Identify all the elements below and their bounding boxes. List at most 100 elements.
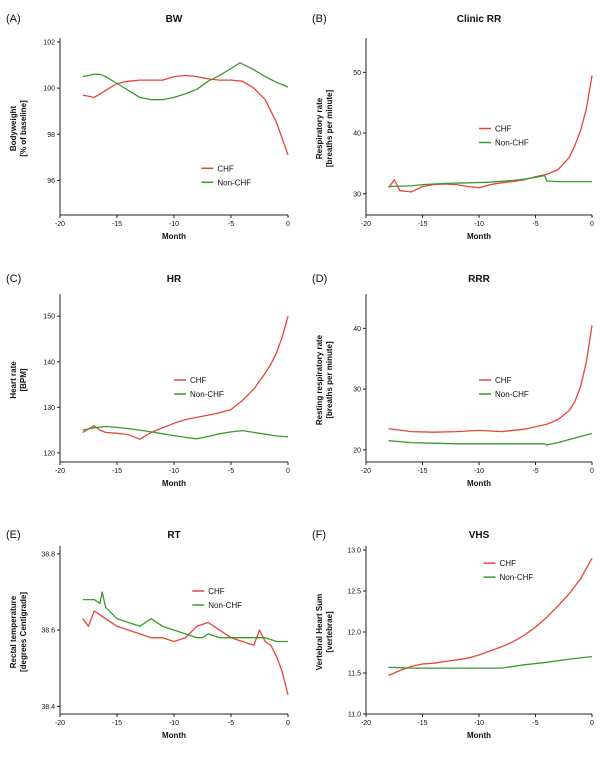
- x-tick-label: -10: [474, 221, 484, 228]
- series-line-non-chf: [388, 174, 592, 188]
- y-axis-label-line: [BPM]: [19, 368, 28, 391]
- x-tick-label: -10: [169, 720, 179, 727]
- legend-label: Non-CHF: [500, 573, 534, 582]
- y-tick-label: 30: [353, 387, 361, 394]
- legend: CHF Non-CHF: [192, 587, 242, 610]
- x-tick-label: -20: [55, 720, 65, 727]
- panel-letter: (A): [6, 13, 21, 25]
- legend-label: Non-CHF: [495, 139, 529, 148]
- series-line-chf: [82, 74, 289, 156]
- x-tick-label: 0: [590, 221, 594, 228]
- y-axis-label-line: [vertebrae]: [325, 611, 334, 653]
- y-tick-label: 96: [47, 178, 55, 185]
- y-axis-label-line: [breaths per minute]: [325, 89, 334, 167]
- series-line-chf: [82, 316, 289, 440]
- y-tick-label: 102: [43, 40, 55, 47]
- panel-vhs: (F) VHS -20 -15 -10 -5 0 11.0 11.5 12.0 12.5 13.0 Mo…: [312, 529, 594, 740]
- legend: CHF Non-CHF: [174, 376, 224, 399]
- x-tick-label: -10: [169, 221, 179, 228]
- x-tick-label: -15: [417, 221, 427, 228]
- x-tick-label: -5: [532, 720, 538, 727]
- x-axis-label: Month: [467, 479, 491, 488]
- x-tick-label: -5: [532, 221, 538, 228]
- y-axis-label-line: Heart rate: [9, 361, 18, 399]
- x-tick-label: -15: [112, 468, 122, 475]
- legend-label: CHF: [190, 376, 207, 385]
- panel-letter: (B): [312, 13, 327, 25]
- series-line-chf: [388, 325, 593, 433]
- x-tick-label: -5: [228, 468, 234, 475]
- y-axis-label: Rectal temperature [degrees Centigrade]: [9, 592, 28, 672]
- y-axis-label-line: Vertebral Heart Sum: [315, 594, 324, 670]
- x-tick-label: -10: [169, 468, 179, 475]
- chart-title: HR: [167, 274, 182, 285]
- y-axis-label-line: Resting respiratory rate: [315, 334, 324, 425]
- x-axis-label: Month: [162, 479, 186, 488]
- legend-label: CHF: [208, 587, 225, 596]
- y-axis-label: Heart rate [BPM]: [9, 361, 28, 399]
- legend: CHF Non-CHF: [201, 164, 251, 187]
- x-tick-label: -15: [112, 720, 122, 727]
- series-line-non-chf: [82, 591, 288, 643]
- y-tick-label: 40: [353, 131, 361, 138]
- y-tick-label: 13.0: [347, 548, 361, 555]
- legend-label: Non-CHF: [190, 390, 224, 399]
- x-tick-label: -20: [361, 221, 371, 228]
- chart-title: VHS: [469, 530, 490, 541]
- y-tick-label: 12.5: [347, 589, 361, 596]
- x-tick-label: -5: [532, 468, 538, 475]
- y-axis-label: Vertebral Heart Sum [vertebrae]: [315, 594, 334, 670]
- x-axis-label: Month: [467, 731, 491, 740]
- y-tick-label: 11.0: [348, 712, 361, 719]
- x-tick-label: -10: [474, 468, 484, 475]
- x-axis-label: Month: [162, 232, 186, 241]
- series-line-chf: [388, 557, 593, 677]
- series-line-chf: [82, 610, 289, 696]
- x-tick-label: 0: [286, 221, 290, 228]
- y-axis-label-line: [breaths per minute]: [325, 341, 334, 419]
- x-tick-label: -20: [55, 221, 65, 228]
- y-axis-label-line: Bodyweight: [9, 106, 18, 152]
- y-axis-label: Respiratory rate [breaths per minute]: [315, 89, 334, 167]
- legend-label: Non-CHF: [217, 178, 251, 187]
- legend-label: CHF: [495, 376, 512, 385]
- chart-title: RRR: [468, 274, 490, 285]
- series-line-chf: [388, 75, 593, 193]
- y-tick-label: 130: [43, 405, 55, 412]
- y-tick-label: 38.8: [41, 551, 55, 558]
- legend: CHF Non-CHF: [479, 125, 529, 148]
- x-tick-label: -20: [55, 468, 65, 475]
- panel-rrr: (D) RRR -20 -15 -10 -5 0 20 30 40 Month Resting res…: [312, 273, 594, 488]
- panel-rt: (E) RT -20 -15 -10 -5 0 38.4 38.6 38.8 Month Rectal…: [6, 529, 290, 740]
- panel-bw: (A) BW -20 -15 -10 -5 0 96 98 100 102 Month Bodyweig…: [6, 13, 290, 241]
- x-tick-label: 0: [590, 720, 594, 727]
- y-tick-label: 40: [353, 326, 361, 333]
- legend-label: Non-CHF: [208, 601, 242, 610]
- y-tick-label: 38.6: [41, 628, 55, 635]
- panel-letter: (E): [6, 529, 21, 541]
- panel-letter: (F): [312, 529, 326, 541]
- series-line-non-chf: [388, 432, 593, 446]
- x-tick-label: -10: [474, 720, 484, 727]
- x-tick-label: -20: [361, 468, 371, 475]
- y-tick-label: 140: [43, 359, 55, 366]
- y-tick-label: 100: [43, 86, 55, 93]
- y-tick-label: 12.0: [347, 630, 361, 637]
- x-axis-label: Month: [162, 731, 186, 740]
- x-tick-label: -5: [228, 221, 234, 228]
- y-tick-label: 20: [353, 447, 361, 454]
- y-axis-label-line: [degrees Centigrade]: [19, 592, 28, 672]
- x-tick-label: -5: [228, 720, 234, 727]
- y-tick-label: 98: [47, 132, 55, 139]
- chart-title: Clinic RR: [457, 14, 502, 25]
- y-axis-label: Bodyweight [% of baseline]: [9, 100, 28, 157]
- x-tick-label: 0: [590, 468, 594, 475]
- y-tick-label: 150: [43, 314, 55, 321]
- legend: CHF Non-CHF: [483, 559, 534, 582]
- y-axis-label-line: Rectal temperature: [9, 595, 18, 668]
- panel-letter: (C): [6, 273, 21, 285]
- x-tick-label: -15: [417, 720, 427, 727]
- y-axis-label-line: Respiratory rate: [315, 97, 324, 159]
- series-line-non-chf: [388, 655, 593, 669]
